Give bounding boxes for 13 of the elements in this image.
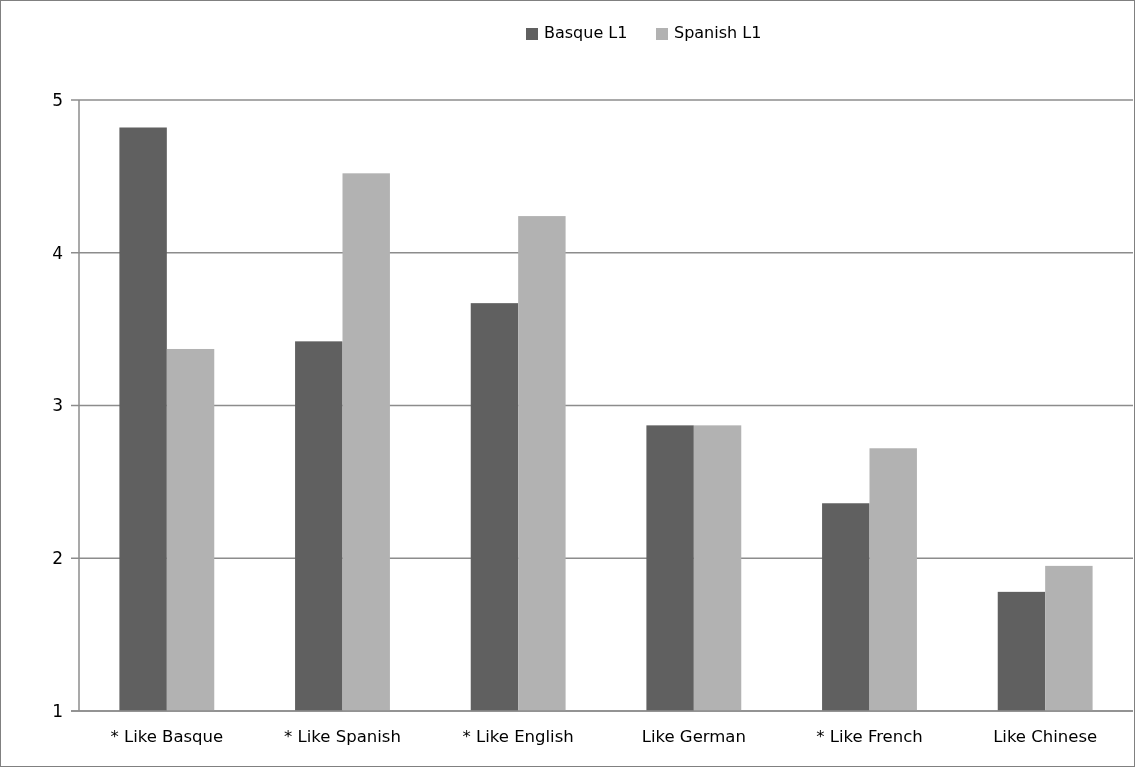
x-tick-label: * Like Basque (110, 727, 224, 746)
x-tick-label: * Like English (462, 727, 574, 746)
legend-label: Spanish L1 (674, 23, 762, 42)
x-tick-label: * Like Spanish (284, 727, 401, 746)
y-tick-label: 4 (52, 242, 63, 263)
y-tick-label: 1 (52, 700, 63, 721)
y-tick-label: 3 (52, 395, 63, 416)
y-tick-label: 5 (52, 89, 63, 110)
x-tick-label: Like German (641, 727, 746, 746)
x-tick-label: Like Chinese (993, 727, 1098, 746)
y-tick-label: 2 (52, 548, 63, 569)
legend-label: Basque L1 (544, 23, 628, 42)
x-tick-label: * Like French (816, 727, 923, 746)
